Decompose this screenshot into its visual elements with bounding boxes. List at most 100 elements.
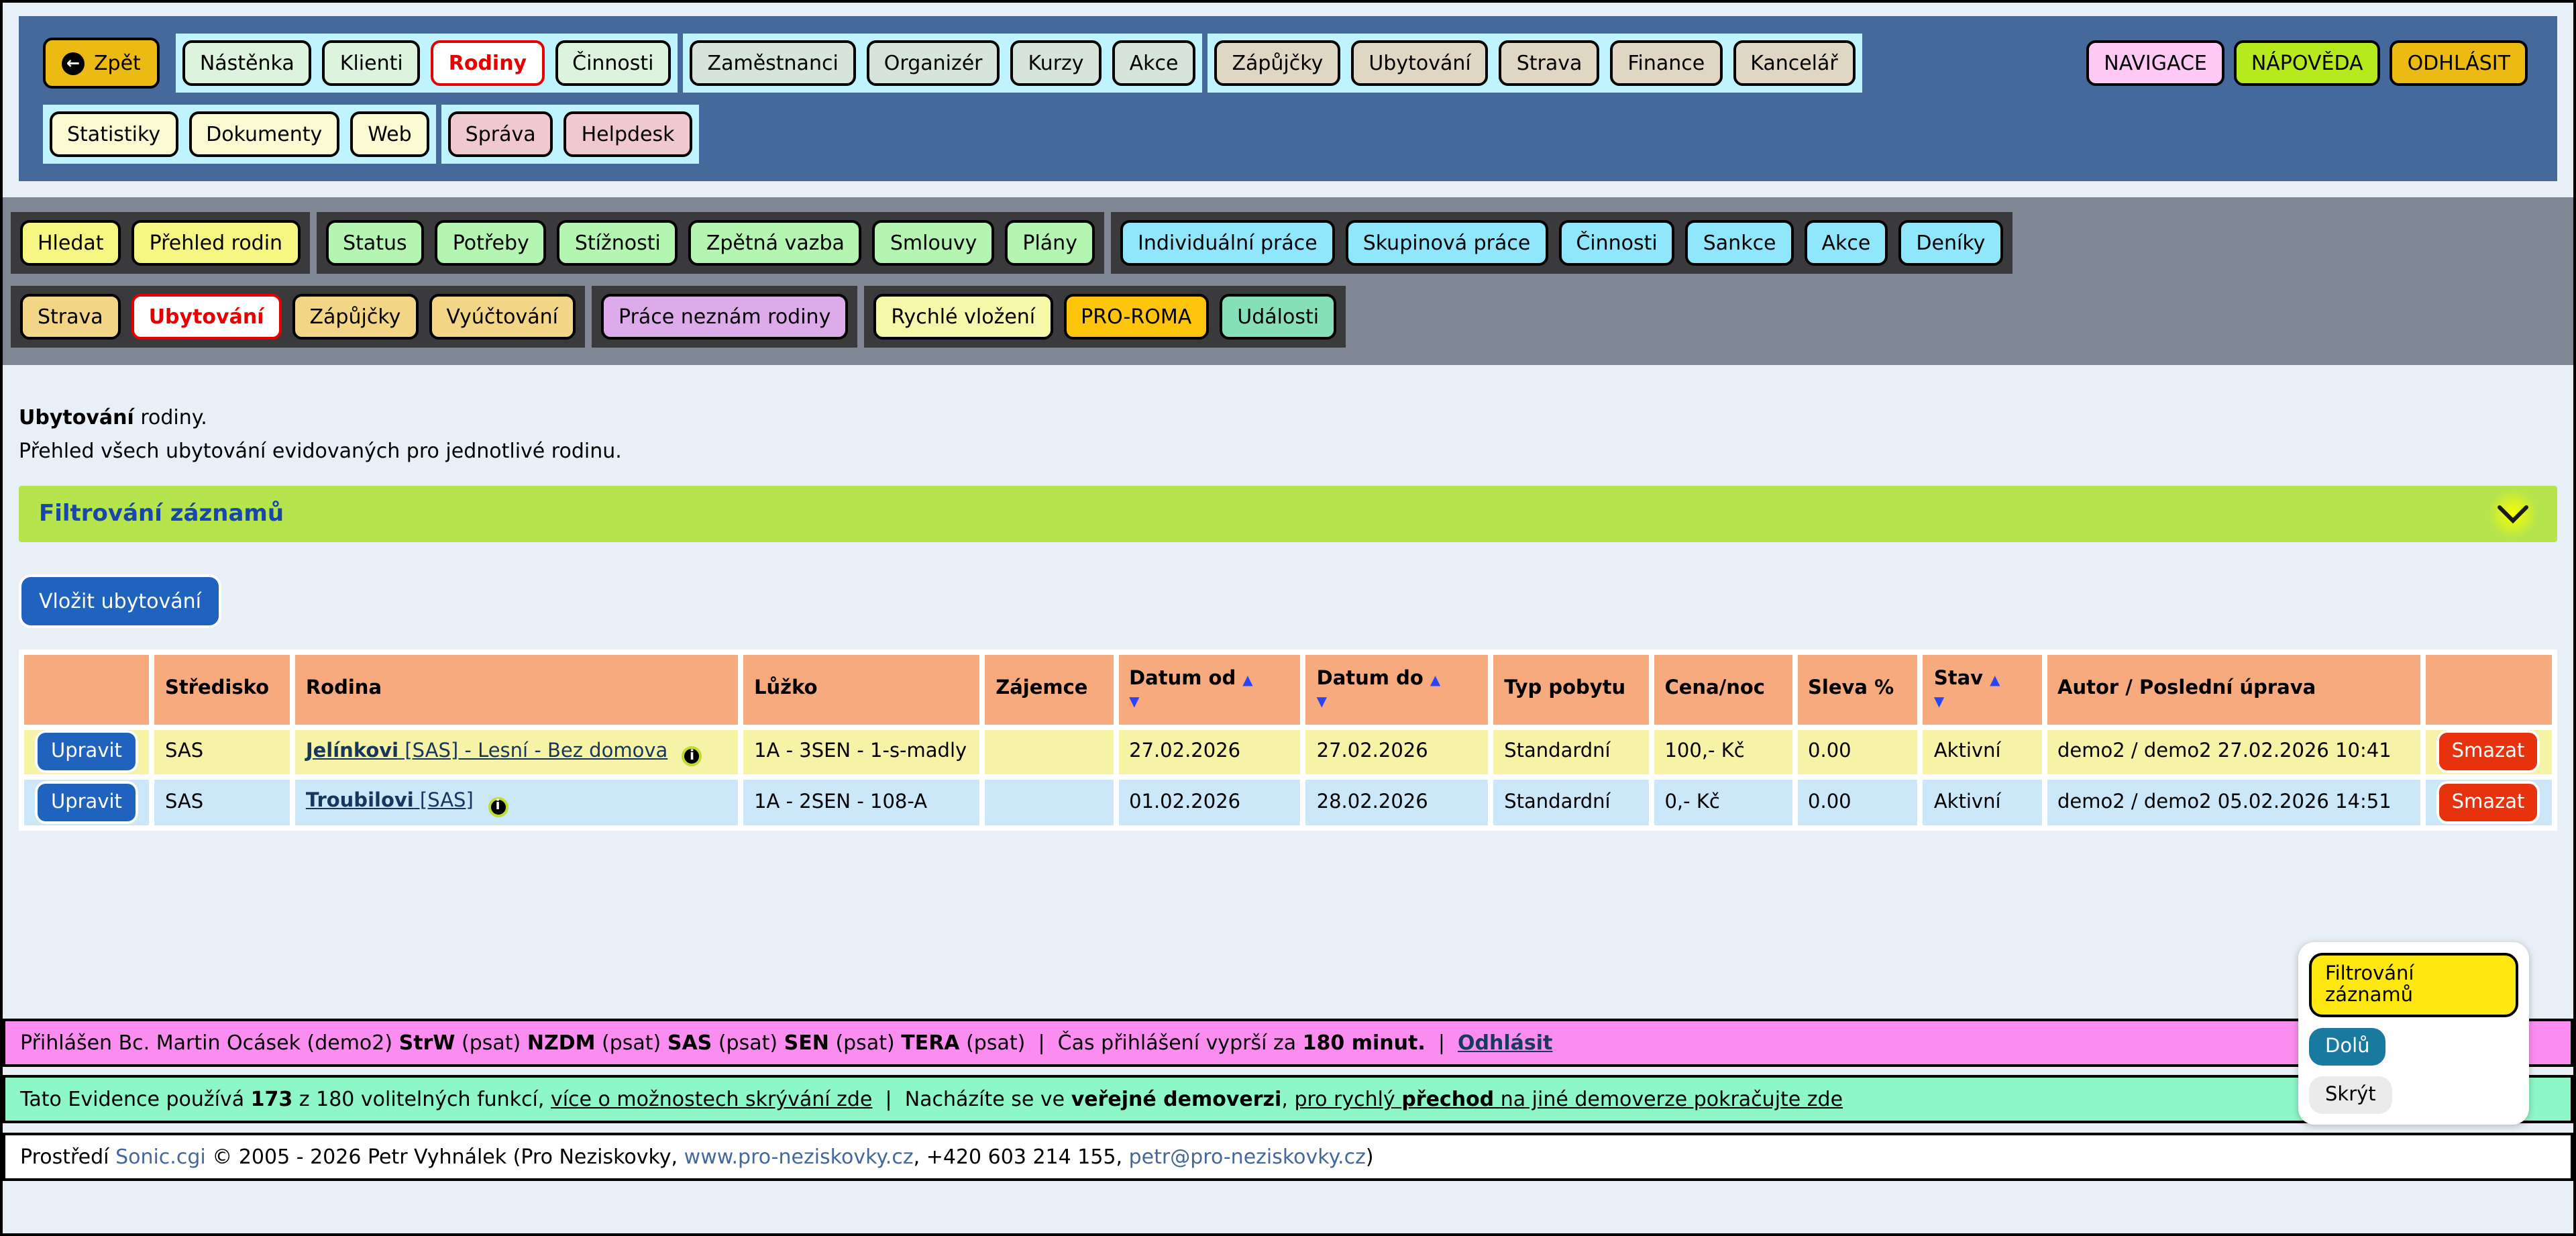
tab-plany[interactable]: Plány xyxy=(1005,220,1095,266)
nav-item-rodiny[interactable]: Rodiny xyxy=(431,40,545,86)
tab-smlouvy[interactable]: Smlouvy xyxy=(872,220,995,266)
footer-bar: Prostředí Sonic.cgi © 2005 - 2026 Petr V… xyxy=(3,1133,2573,1181)
nav-item-organizer[interactable]: Organizér xyxy=(866,40,1000,86)
info-icon[interactable]: i xyxy=(682,746,702,767)
cell-typ: Standardní xyxy=(1493,780,1649,826)
edit-button[interactable]: Upravit xyxy=(35,780,138,824)
tab-status[interactable]: Status xyxy=(325,220,425,266)
website-link[interactable]: www.pro-neziskovky.cz xyxy=(684,1145,914,1169)
delete-button[interactable]: Smazat xyxy=(2436,780,2540,824)
cell-rodina: Troubilovi [SAS] i xyxy=(294,780,739,826)
nav-item-zapujcky[interactable]: Zápůjčky xyxy=(1214,40,1341,86)
header-stav-label: Stav xyxy=(1933,668,1984,690)
sort-asc-icon[interactable]: ▲ xyxy=(1430,674,1441,688)
sort-desc-icon[interactable]: ▼ xyxy=(1316,695,1328,711)
top-nav-row-2: Statistiky Dokumenty Web Správa Helpdesk xyxy=(43,105,2538,164)
tab-rychle-vlozeni[interactable]: Rychlé vložení xyxy=(873,294,1053,340)
cell-sleva: 0.00 xyxy=(1797,780,1918,826)
nav-item-dokumenty[interactable]: Dokumenty xyxy=(189,111,340,157)
cell-stav: Aktivní xyxy=(1923,729,2041,775)
sort-desc-icon[interactable]: ▼ xyxy=(1129,695,1140,711)
nav-item-nastenka[interactable]: Nástěnka xyxy=(182,40,312,86)
odhlasit-button[interactable]: ODHLÁSIT xyxy=(2390,40,2528,86)
family-link[interactable]: Jelínkovi [SAS] - Lesní - Bez domova xyxy=(305,740,668,762)
napoveda-button[interactable]: NÁPOVĚDA xyxy=(2233,40,2381,86)
sonic-link[interactable]: Sonic.cgi xyxy=(115,1145,206,1169)
header-stav: Stav ▲ ▼ xyxy=(1923,655,2041,725)
top-nav-band: ← Zpět Nástěnka Klienti Rodiny Činnosti … xyxy=(19,16,2557,181)
tab-ubytovani[interactable]: Ubytování xyxy=(131,294,282,340)
hide-options-link[interactable]: více o možnostech skrývání zde xyxy=(550,1087,873,1111)
sort-asc-icon[interactable]: ▲ xyxy=(1242,674,1253,688)
tab-hledat[interactable]: Hledat xyxy=(20,220,121,266)
accommodation-table: Středisko Rodina Lůžko Zájemce Datum od ▲… xyxy=(19,650,2557,831)
header-datum-do: Datum do ▲ ▼ xyxy=(1305,655,1489,725)
sort-desc-icon[interactable]: ▼ xyxy=(1933,695,1945,711)
panel-filter-button[interactable]: Filtrování záznamů xyxy=(2309,953,2518,1017)
header-datum-od-label: Datum od xyxy=(1129,668,1236,690)
sort-asc-icon[interactable]: ▲ xyxy=(1990,674,2000,688)
tab-prehled-rodin[interactable]: Přehled rodin xyxy=(131,220,301,266)
nav-item-sprava[interactable]: Správa xyxy=(447,111,553,157)
filter-records-bar[interactable]: Filtrování záznamů xyxy=(19,486,2557,542)
tab-sankce[interactable]: Sankce xyxy=(1685,220,1794,266)
delete-button[interactable]: Smazat xyxy=(2436,729,2540,773)
demo-switch-link[interactable]: pro rychlý přechod na jiné demoverze pok… xyxy=(1294,1087,1843,1111)
tab-stiznosti[interactable]: Stížnosti xyxy=(557,220,678,266)
cell-datum-do: 27.02.2026 xyxy=(1305,729,1489,775)
nav-item-kancelar[interactable]: Kancelář xyxy=(1733,40,1856,86)
nav-group-agenda: Nástěnka Klienti Rodiny Činnosti xyxy=(175,34,678,93)
cell-typ: Standardní xyxy=(1493,729,1649,775)
chevron-down-icon[interactable] xyxy=(2489,490,2537,538)
edit-button[interactable]: Upravit xyxy=(35,729,138,773)
sub-nav-row-1: Hledat Přehled rodin Status Potřeby Stíž… xyxy=(11,212,2565,274)
back-button-label: Zpět xyxy=(94,51,141,75)
tab-deniky[interactable]: Deníky xyxy=(1898,220,2003,266)
panel-down-button[interactable]: Dolů xyxy=(2309,1028,2386,1066)
tab-group-ostatni: Rychlé vložení PRO-ROMA Události xyxy=(864,286,1346,348)
tab-prace-neznam-rodiny[interactable]: Práce neznám rodiny xyxy=(601,294,849,340)
logout-link[interactable]: Odhlásit xyxy=(1458,1031,1553,1055)
nav-item-statistiky[interactable]: Statistiky xyxy=(50,111,178,157)
tab-zpetna-vazba[interactable]: Zpětná vazba xyxy=(688,220,862,266)
panel-hide-button[interactable]: Skrýt xyxy=(2309,1076,2392,1114)
cell-stredisko: SAS xyxy=(154,780,290,826)
email-link[interactable]: petr@pro-neziskovky.cz xyxy=(1128,1145,1366,1169)
back-button[interactable]: ← Zpět xyxy=(43,38,160,89)
nav-item-klienti[interactable]: Klienti xyxy=(322,40,421,86)
tab-skupinova-prace[interactable]: Skupinová práce xyxy=(1345,220,1548,266)
nav-item-akce[interactable]: Akce xyxy=(1112,40,1196,86)
tab-potreby[interactable]: Potřeby xyxy=(435,220,547,266)
tab-akce[interactable]: Akce xyxy=(1804,220,1888,266)
nav-item-web[interactable]: Web xyxy=(350,111,429,157)
nav-item-strava[interactable]: Strava xyxy=(1499,40,1600,86)
tab-cinnosti[interactable]: Činnosti xyxy=(1558,220,1675,266)
cell-stav: Aktivní xyxy=(1923,780,2041,826)
cell-autor: demo2 / demo2 27.02.2026 10:41 xyxy=(2047,729,2421,775)
main-content: Ubytování rodiny. Přehled všech ubytován… xyxy=(3,365,2573,1019)
cell-luzko: 1A - 2SEN - 108-A xyxy=(743,780,980,826)
tab-zapujcky[interactable]: Zápůjčky xyxy=(292,294,419,340)
cell-zajemce xyxy=(985,780,1114,826)
tab-individualni-prace[interactable]: Individuální práce xyxy=(1120,220,1335,266)
insert-accommodation-button[interactable]: Vložit ubytování xyxy=(19,574,222,628)
tab-pro-roma[interactable]: PRO-ROMA xyxy=(1063,294,1210,340)
family-link[interactable]: Troubilovi [SAS] xyxy=(305,790,474,813)
nav-item-kurzy[interactable]: Kurzy xyxy=(1010,40,1102,86)
tab-vyuctovani[interactable]: Vyúčtování xyxy=(429,294,576,340)
logged-in-user: Přihlášen Bc. Martin Ocásek (demo2) xyxy=(20,1031,393,1055)
nav-item-helpdesk[interactable]: Helpdesk xyxy=(564,111,692,157)
table-row: Upravit SAS Jelínkovi [SAS] - Lesní - Be… xyxy=(24,729,2552,775)
nav-item-zamestnanci[interactable]: Zaměstnanci xyxy=(690,40,856,86)
header-delete xyxy=(2426,655,2552,725)
nav-item-ubytovani[interactable]: Ubytování xyxy=(1351,40,1489,86)
session-status-bar: Přihlášen Bc. Martin Ocásek (demo2) StrW… xyxy=(3,1019,2573,1067)
nav-item-finance[interactable]: Finance xyxy=(1610,40,1723,86)
nav-item-cinnosti[interactable]: Činnosti xyxy=(555,40,672,86)
navigace-button[interactable]: NAVIGACE xyxy=(2086,40,2224,86)
tab-udalosti[interactable]: Události xyxy=(1220,294,1337,340)
tab-group-prehled: Hledat Přehled rodin xyxy=(11,212,310,274)
info-icon[interactable]: i xyxy=(488,797,508,818)
cell-datum-od: 01.02.2026 xyxy=(1118,780,1301,826)
tab-strava[interactable]: Strava xyxy=(20,294,121,340)
